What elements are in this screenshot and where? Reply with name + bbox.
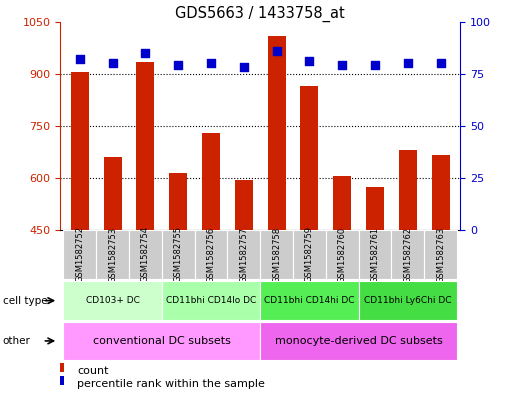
Title: GDS5663 / 1433758_at: GDS5663 / 1433758_at bbox=[175, 6, 345, 22]
Bar bbox=[96, 230, 129, 279]
Point bbox=[141, 50, 150, 56]
Point bbox=[240, 64, 248, 71]
Bar bbox=[391, 230, 424, 279]
Bar bbox=[260, 230, 293, 279]
Point bbox=[272, 48, 281, 54]
Text: CD11bhi Ly6Chi DC: CD11bhi Ly6Chi DC bbox=[364, 296, 451, 305]
Text: GSM1582752: GSM1582752 bbox=[75, 226, 84, 283]
Text: GSM1582757: GSM1582757 bbox=[240, 226, 248, 283]
Text: GSM1582760: GSM1582760 bbox=[338, 226, 347, 283]
Bar bbox=[260, 322, 457, 360]
Text: GSM1582756: GSM1582756 bbox=[207, 226, 215, 283]
Text: CD11bhi CD14hi DC: CD11bhi CD14hi DC bbox=[264, 296, 355, 305]
Point bbox=[207, 60, 215, 66]
Bar bbox=[202, 133, 220, 230]
Bar bbox=[129, 230, 162, 279]
Text: GSM1582758: GSM1582758 bbox=[272, 226, 281, 283]
Bar bbox=[71, 72, 89, 230]
Text: CD103+ DC: CD103+ DC bbox=[86, 296, 140, 305]
Bar bbox=[333, 176, 351, 230]
Bar bbox=[260, 281, 359, 320]
Bar bbox=[366, 187, 384, 230]
Bar bbox=[169, 173, 187, 230]
Text: GSM1582759: GSM1582759 bbox=[305, 226, 314, 283]
Text: monocyte-derived DC subsets: monocyte-derived DC subsets bbox=[275, 336, 442, 346]
Point bbox=[305, 58, 314, 64]
Bar bbox=[60, 363, 64, 371]
Point bbox=[404, 60, 412, 66]
Bar bbox=[424, 230, 457, 279]
Text: cell type: cell type bbox=[3, 296, 47, 306]
Bar bbox=[359, 230, 391, 279]
Text: GSM1582762: GSM1582762 bbox=[403, 226, 412, 283]
Bar bbox=[104, 157, 122, 230]
Text: count: count bbox=[77, 366, 108, 376]
Bar bbox=[162, 230, 195, 279]
Bar bbox=[63, 281, 162, 320]
Text: GSM1582753: GSM1582753 bbox=[108, 226, 117, 283]
Bar bbox=[162, 281, 260, 320]
Text: other: other bbox=[3, 336, 30, 346]
Text: conventional DC subsets: conventional DC subsets bbox=[93, 336, 231, 346]
Bar bbox=[300, 86, 319, 230]
Point bbox=[436, 60, 445, 66]
Bar bbox=[195, 230, 228, 279]
Bar bbox=[63, 322, 260, 360]
Bar bbox=[228, 230, 260, 279]
Bar bbox=[293, 230, 326, 279]
Bar bbox=[326, 230, 359, 279]
Bar bbox=[235, 180, 253, 230]
Point bbox=[174, 62, 183, 68]
Text: GSM1582755: GSM1582755 bbox=[174, 226, 183, 283]
Bar bbox=[359, 281, 457, 320]
Point bbox=[371, 62, 379, 68]
Bar bbox=[137, 62, 154, 230]
Point bbox=[108, 60, 117, 66]
Text: GSM1582763: GSM1582763 bbox=[436, 226, 445, 283]
Bar bbox=[399, 150, 417, 230]
Text: GSM1582754: GSM1582754 bbox=[141, 226, 150, 283]
Text: GSM1582761: GSM1582761 bbox=[370, 226, 380, 283]
Point bbox=[76, 56, 84, 62]
Point bbox=[338, 62, 346, 68]
Bar bbox=[268, 35, 286, 230]
Bar bbox=[60, 376, 64, 386]
Text: CD11bhi CD14lo DC: CD11bhi CD14lo DC bbox=[166, 296, 256, 305]
Bar bbox=[431, 155, 450, 230]
Text: percentile rank within the sample: percentile rank within the sample bbox=[77, 379, 265, 389]
Bar bbox=[63, 230, 96, 279]
